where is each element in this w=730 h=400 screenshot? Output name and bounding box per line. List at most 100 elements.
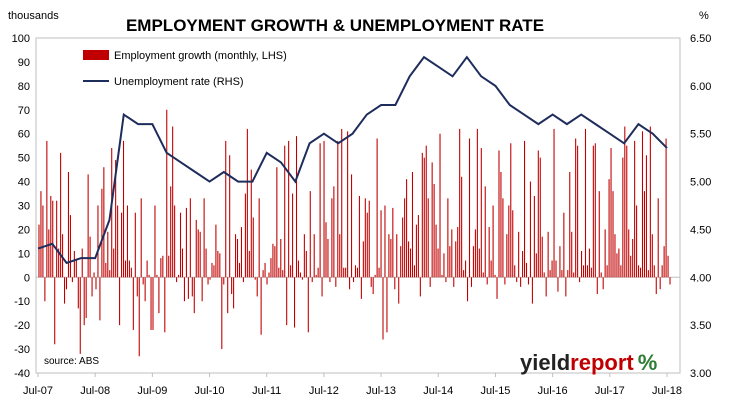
bar bbox=[555, 260, 557, 278]
bar bbox=[260, 277, 262, 335]
bar bbox=[417, 215, 419, 278]
bar bbox=[40, 191, 42, 278]
bar bbox=[663, 246, 665, 278]
bar bbox=[582, 265, 585, 278]
bar bbox=[413, 265, 415, 278]
bar bbox=[455, 241, 457, 278]
bar bbox=[508, 205, 510, 278]
bar bbox=[323, 140, 325, 278]
bar bbox=[372, 277, 374, 295]
x-tick-label: Jul-16 bbox=[538, 385, 568, 397]
bar bbox=[252, 217, 254, 278]
y-left-tick-label: -10 bbox=[14, 296, 30, 308]
bar bbox=[594, 143, 596, 278]
bar bbox=[643, 191, 645, 278]
bar bbox=[390, 239, 392, 278]
bar bbox=[453, 277, 455, 287]
bar bbox=[160, 258, 162, 278]
bar bbox=[524, 140, 526, 278]
bar bbox=[620, 265, 622, 278]
x-tick-label: Jul-07 bbox=[23, 385, 53, 397]
unemployment-line bbox=[37, 55, 668, 265]
bar bbox=[301, 277, 303, 280]
bar bbox=[38, 224, 40, 278]
bar bbox=[290, 265, 292, 278]
bar bbox=[622, 157, 624, 278]
bar bbox=[408, 241, 410, 278]
bar bbox=[254, 277, 256, 280]
y-right-axis: 6.50 6.00 5.50 5.00 4.50 4.00 3.50 3.00 bbox=[690, 33, 711, 380]
bar bbox=[189, 198, 191, 278]
bar bbox=[561, 270, 563, 278]
plot-border bbox=[35, 37, 681, 374]
bar-series bbox=[38, 109, 671, 357]
bar bbox=[303, 234, 305, 278]
bar bbox=[543, 272, 545, 278]
bar bbox=[64, 277, 66, 304]
bar bbox=[217, 250, 219, 278]
bar bbox=[559, 246, 561, 278]
bar bbox=[425, 145, 427, 278]
bar bbox=[518, 231, 520, 278]
y-left-tick-label: 90 bbox=[18, 57, 30, 69]
bar bbox=[176, 277, 178, 283]
x-tick-label: Jul-15 bbox=[480, 385, 510, 397]
bar bbox=[311, 277, 313, 283]
bar bbox=[158, 277, 160, 314]
bar bbox=[498, 150, 500, 278]
bar bbox=[584, 128, 587, 278]
bar bbox=[598, 191, 600, 278]
bar bbox=[111, 148, 113, 278]
bar bbox=[439, 133, 441, 278]
bar bbox=[97, 205, 99, 278]
bar bbox=[394, 277, 396, 290]
bar bbox=[162, 255, 164, 278]
bar bbox=[630, 255, 632, 278]
bar bbox=[256, 277, 258, 297]
bar bbox=[649, 126, 651, 278]
bar bbox=[500, 172, 502, 278]
bar bbox=[130, 267, 132, 278]
bar bbox=[294, 277, 296, 328]
x-tick-label: Jul-13 bbox=[366, 385, 396, 397]
plot-area bbox=[35, 37, 681, 374]
bar bbox=[148, 274, 150, 278]
bar bbox=[404, 198, 406, 278]
bar bbox=[136, 277, 138, 297]
bar bbox=[115, 160, 117, 278]
bar bbox=[645, 155, 647, 278]
bar bbox=[297, 260, 300, 278]
bar bbox=[352, 277, 355, 283]
bar bbox=[349, 277, 351, 290]
bar bbox=[647, 270, 649, 278]
bar bbox=[636, 205, 638, 278]
bar bbox=[321, 277, 323, 297]
bar bbox=[227, 277, 229, 314]
bar bbox=[313, 234, 315, 278]
bar bbox=[443, 253, 445, 278]
bar bbox=[366, 212, 368, 278]
bar bbox=[119, 277, 121, 326]
bar bbox=[339, 234, 341, 278]
logo-percent: % bbox=[638, 350, 658, 375]
y-left-tick-label: 80 bbox=[18, 81, 30, 93]
bar bbox=[172, 126, 174, 278]
bar bbox=[280, 239, 282, 278]
bar bbox=[231, 277, 233, 295]
bar bbox=[482, 272, 484, 278]
bar bbox=[368, 200, 370, 278]
bar bbox=[81, 248, 83, 278]
y-right-tick-label: 5.50 bbox=[690, 129, 711, 141]
bar bbox=[89, 236, 91, 278]
bar bbox=[596, 277, 598, 295]
y-right-tick-label: 4.50 bbox=[690, 224, 711, 236]
bar bbox=[58, 248, 60, 278]
bar bbox=[474, 229, 476, 278]
bar bbox=[69, 215, 71, 278]
bar bbox=[512, 210, 514, 278]
y-left-tick-label: 40 bbox=[18, 177, 30, 189]
bar bbox=[71, 277, 73, 283]
bar bbox=[388, 234, 390, 278]
bar bbox=[288, 140, 290, 278]
bar bbox=[423, 157, 425, 278]
